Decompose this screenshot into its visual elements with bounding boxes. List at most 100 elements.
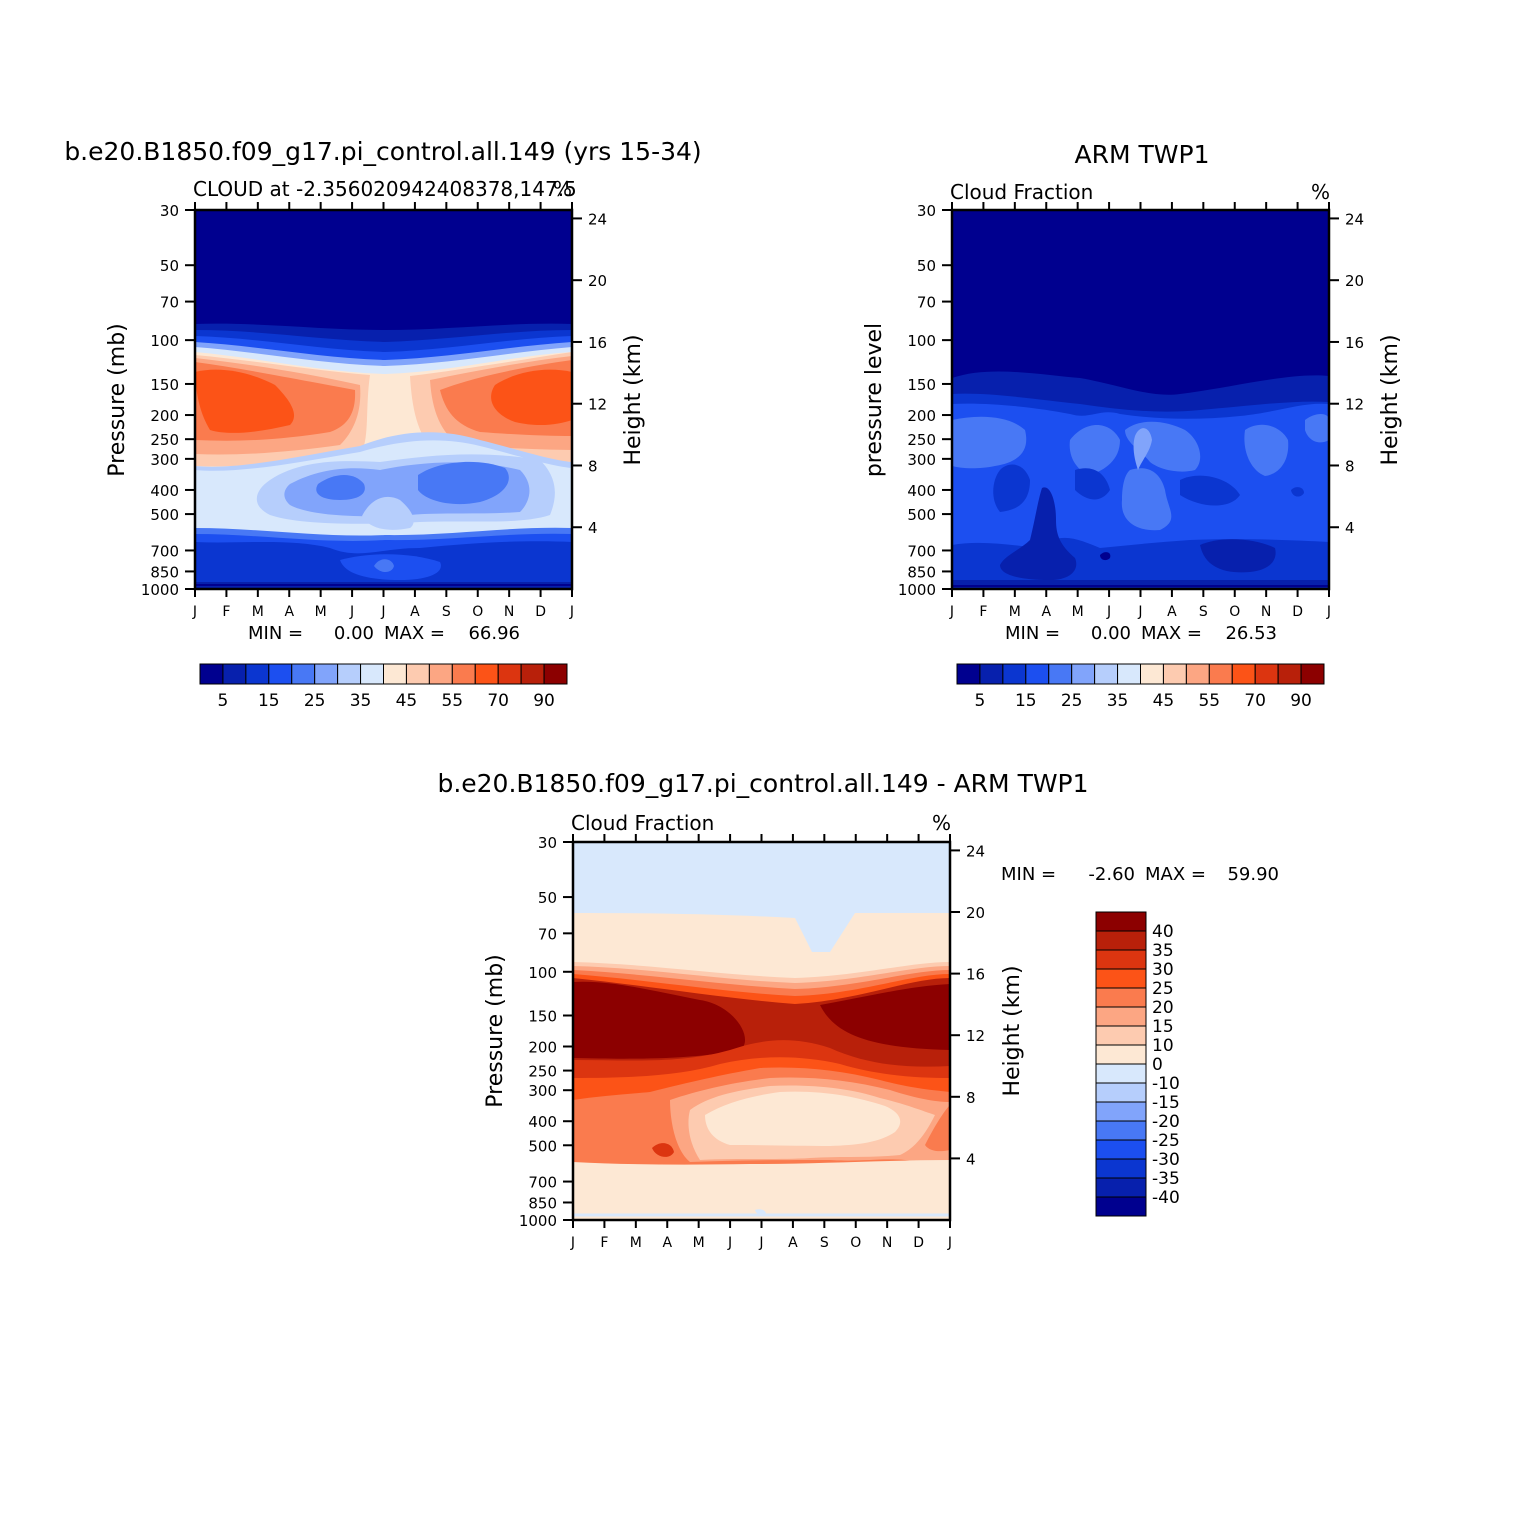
y2-tick-label: 24 [1345, 210, 1364, 228]
y-tick-label: 1000 [519, 1212, 557, 1230]
colorbar-swatch [199, 663, 224, 685]
panel-model-units: % [553, 177, 572, 201]
colorbar-label: 70 [1244, 691, 1266, 711]
colorbar-swatch [1095, 987, 1147, 1008]
panel-obs-units: % [1311, 180, 1330, 204]
y-tick-label: 100 [528, 964, 557, 982]
colorbar-swatch [1095, 1101, 1147, 1122]
colorbar-swatch [497, 663, 522, 685]
panel-diff: b.e20.B1850.f09_g17.pi_control.all.149 -… [437, 769, 1279, 1251]
x-tick-label: O [1229, 604, 1240, 620]
panel-model-ylabel: Pressure (mb) [105, 323, 130, 477]
y-tick-label: 150 [907, 376, 936, 394]
y-tick-label: 150 [150, 376, 179, 394]
x-tick-label: A [284, 604, 294, 620]
panel-diff-subtitle: Cloud Fraction [571, 811, 714, 835]
colorbar-swatch [1095, 1063, 1147, 1084]
y-tick-label: 30 [160, 202, 179, 220]
y2-tick-label: 12 [588, 396, 607, 414]
x-tick-label: D [535, 604, 546, 620]
y-tick-label: 300 [907, 451, 936, 469]
x-tick-label: A [662, 1235, 672, 1251]
colorbar-swatch [1002, 663, 1027, 685]
colorbar-swatch [1095, 930, 1147, 951]
x-tick-label: J [569, 604, 574, 620]
panel-obs-contours [952, 210, 1329, 589]
colorbar-swatch [1185, 663, 1210, 685]
x-tick-label: M [1072, 604, 1084, 620]
x-tick-label: J [758, 1235, 763, 1251]
colorbar-swatch [1095, 911, 1147, 932]
panel-model-colorbar: 5 15 25 35 45 55 70 90 [199, 663, 568, 711]
colorbar-label: 25 [1061, 691, 1083, 711]
colorbar-swatch [360, 663, 384, 685]
x-tick-label: M [315, 604, 327, 620]
colorbar-label: -40 [1152, 1188, 1180, 1208]
y-tick-label: 200 [150, 407, 179, 425]
y-tick-label: 100 [150, 332, 179, 350]
x-tick-label: M [1009, 604, 1021, 620]
panel-model-subtitle: CLOUD at -2.356020942408378,147.5 [193, 177, 577, 201]
y2-tick-label: 8 [1345, 457, 1355, 475]
y-tick-label: 30 [917, 202, 936, 220]
panel-obs-y2label: Height (km) [1378, 334, 1403, 465]
y-tick-label: 400 [528, 1113, 557, 1131]
x-tick-label: J [727, 1235, 732, 1251]
colorbar-label: 35 [350, 691, 372, 711]
x-tick-label: F [979, 604, 987, 620]
colorbar-swatch [405, 663, 430, 685]
y-tick-label: 300 [150, 451, 179, 469]
colorbar-swatch [451, 663, 476, 685]
y2-tick-label: 4 [966, 1150, 976, 1168]
y-tick-label: 850 [528, 1194, 557, 1212]
colorbar-label: 40 [1152, 922, 1174, 942]
colorbar-label: 15 [258, 691, 280, 711]
colorbar-swatch [1095, 1025, 1147, 1046]
colorbar-swatch [474, 663, 499, 685]
y-tick-label: 700 [528, 1174, 557, 1192]
y-tick-label: 400 [150, 482, 179, 500]
colorbar-label: 70 [487, 691, 509, 711]
colorbar-label: 90 [533, 691, 555, 711]
colorbar-label: 45 [396, 691, 418, 711]
panel-obs-stats: MIN = 0.00 MAX = 26.53 [1005, 623, 1277, 644]
panel-model: b.e20.B1850.f09_g17.pi_control.all.149 (… [64, 137, 701, 711]
colorbar-label: -20 [1152, 1112, 1180, 1132]
colorbar-swatch [956, 663, 981, 685]
panel-obs-max-value: 26.53 [1225, 623, 1277, 644]
colorbar-label: 0 [1152, 1055, 1163, 1075]
y-tick-label: 200 [907, 407, 936, 425]
y2-tick-label: 8 [588, 457, 598, 475]
colorbar-label: 55 [1198, 691, 1220, 711]
colorbar-label: 25 [1152, 979, 1174, 999]
panel-diff-max-value: 59.90 [1227, 864, 1279, 885]
colorbar-swatch [1231, 663, 1256, 685]
y2-tick-label: 24 [966, 842, 985, 860]
x-tick-label: J [349, 604, 354, 620]
panel-model-min-label: MIN = [248, 623, 303, 644]
panel-diff-title: b.e20.B1850.f09_g17.pi_control.all.149 -… [437, 769, 1088, 798]
panel-diff-units: % [932, 811, 951, 835]
panel-obs-title: ARM TWP1 [1075, 140, 1210, 169]
colorbar-swatch [245, 663, 270, 685]
colorbar-label: 5 [218, 691, 229, 711]
y2-tick-label: 12 [1345, 396, 1364, 414]
y2-tick-label: 12 [966, 1027, 985, 1045]
colorbar-label: 15 [1152, 1017, 1174, 1037]
y2-tick-label: 20 [966, 904, 985, 922]
x-tick-label: O [850, 1235, 861, 1251]
x-tick-label: S [820, 1235, 829, 1251]
panel-model-y2label: Height (km) [621, 334, 646, 465]
colorbar-label: -25 [1152, 1131, 1180, 1151]
colorbar-swatch [1300, 663, 1325, 685]
x-tick-label: D [1292, 604, 1303, 620]
x-tick-label: A [788, 1235, 798, 1251]
y-tick-label: 850 [907, 563, 936, 581]
panel-diff-min-value: -2.60 [1088, 864, 1135, 885]
panel-obs-subtitle: Cloud Fraction [950, 180, 1093, 204]
colorbar-label: 10 [1152, 1036, 1174, 1056]
colorbar-swatch [1095, 1006, 1147, 1027]
